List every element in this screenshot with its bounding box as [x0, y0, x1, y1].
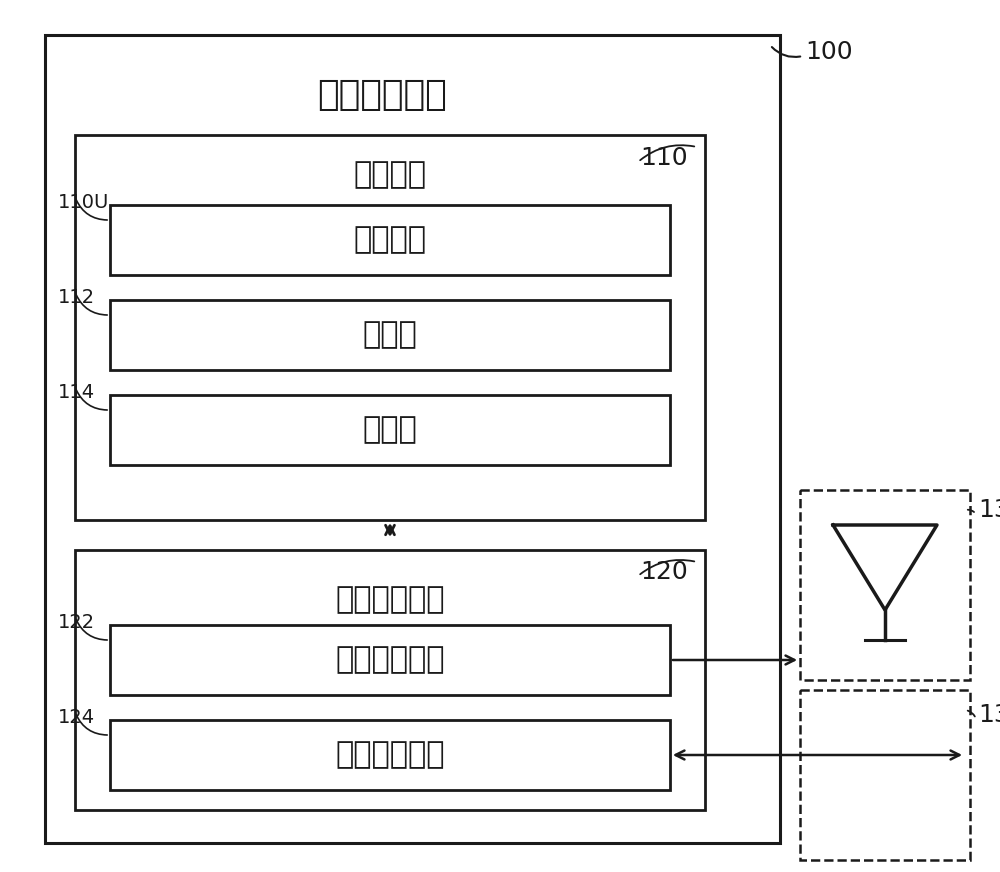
Text: 代理器: 代理器: [363, 415, 417, 445]
Text: 124: 124: [58, 708, 95, 727]
Bar: [110, 205, 670, 275]
Text: 122: 122: [58, 613, 95, 632]
Text: 有线通信电路: 有线通信电路: [335, 740, 445, 769]
Bar: [110, 720, 670, 790]
Text: 100: 100: [805, 40, 853, 64]
Bar: [800, 490, 970, 680]
Bar: [75, 135, 705, 520]
Text: 无线通信装置: 无线通信装置: [318, 78, 447, 112]
Text: 110U: 110U: [58, 193, 109, 212]
Text: 控制器: 控制器: [363, 321, 417, 350]
Text: 120: 120: [640, 560, 688, 584]
Text: 无线通信电路: 无线通信电路: [335, 645, 445, 675]
Text: 134: 134: [978, 703, 1000, 727]
Bar: [110, 300, 670, 370]
Text: 112: 112: [58, 288, 95, 307]
Bar: [45, 35, 780, 843]
Text: 处理电路: 处理电路: [354, 160, 426, 189]
Text: 114: 114: [58, 383, 95, 402]
Text: 110: 110: [640, 146, 688, 170]
Bar: [110, 395, 670, 465]
Bar: [800, 690, 970, 860]
Text: 网路介面电路: 网路介面电路: [335, 585, 445, 615]
Bar: [110, 625, 670, 695]
Bar: [75, 550, 705, 810]
Text: 上层模组: 上层模组: [354, 226, 426, 255]
Text: 132: 132: [978, 498, 1000, 522]
